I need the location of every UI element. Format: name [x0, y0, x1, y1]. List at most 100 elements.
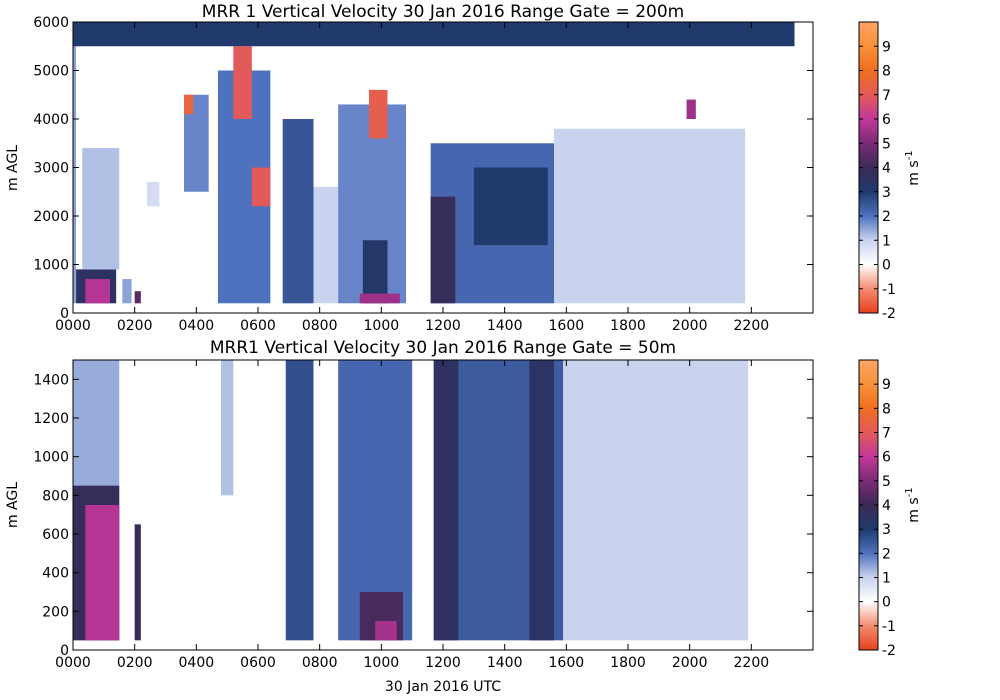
y-tick-label: 200: [42, 604, 69, 620]
heatmap-cell: [473, 167, 548, 246]
colorbar-tick-label: 3: [882, 185, 891, 201]
heatmap-cell: [233, 46, 252, 119]
bottom-colorbar-label: m s-1: [904, 487, 922, 522]
y-tick-label: 4000: [33, 112, 69, 128]
colorbar-tick-label: -1: [882, 619, 896, 635]
y-tick-label: 1400: [33, 372, 69, 388]
x-tick-label: 0200: [117, 655, 153, 671]
x-tick-label: 1800: [610, 655, 646, 671]
top-heatmap-panel: MRR 1 Vertical Velocity 30 Jan 2016 Rang…: [5, 2, 922, 334]
heatmap-cell: [313, 186, 339, 304]
heatmap-cell: [430, 196, 456, 304]
x-tick-label: 1400: [487, 318, 523, 334]
x-tick-label: 1600: [549, 655, 585, 671]
heatmap-cell: [73, 22, 77, 304]
y-tick-label: 800: [42, 488, 69, 504]
x-tick-label: 1200: [425, 655, 461, 671]
x-tick-label: 0800: [302, 655, 338, 671]
colorbar-tick-label: 9: [882, 39, 891, 55]
colorbar-tick-label: 0: [882, 595, 891, 611]
colorbar-tick-label: 7: [882, 426, 891, 442]
y-tick-label: 0: [60, 643, 69, 659]
bottom-colorbar-ticks: -2 -1 0 1 2 3 4 5 6 7 8 9: [859, 377, 896, 659]
colorbar-tick-label: 1: [882, 233, 891, 249]
heatmap-cell: [369, 89, 388, 139]
y-tick-label: 0: [60, 306, 69, 322]
colorbar-tick-label: 9: [882, 377, 891, 393]
heatmap-cell: [134, 291, 141, 304]
y-tick-label: 1200: [33, 411, 69, 427]
heatmap-cell: [375, 621, 397, 641]
x-tick-label: 1600: [549, 318, 585, 334]
heatmap-cell: [285, 360, 314, 641]
heatmap-cell: [563, 360, 749, 641]
x-tick-label: 0200: [117, 318, 153, 334]
y-tick-label: 1000: [33, 450, 69, 466]
top-x-ticks: 0000 0200 0400 0600 0800 1000 1200 1400 1600 1800…: [55, 22, 769, 334]
colorbar-tick-label: -1: [882, 282, 896, 298]
top-colorbar-label: m s-1: [904, 150, 922, 185]
heatmap-cell: [134, 524, 141, 641]
heatmap-cell: [85, 279, 110, 304]
heatmap-cell: [362, 240, 388, 304]
heatmap-cell: [359, 293, 400, 304]
colorbar-tick-label: 2: [882, 546, 891, 562]
colorbar-tick-label: 6: [882, 112, 891, 128]
heatmap-cell: [147, 182, 160, 207]
x-tick-label: 1000: [364, 655, 400, 671]
top-heatmap-cells: [73, 22, 795, 304]
x-tick-label: 1000: [364, 318, 400, 334]
y-tick-label: 3000: [33, 161, 69, 177]
colorbar-tick-label: 1: [882, 571, 891, 587]
colorbar-tick-label: 7: [882, 88, 891, 104]
colorbar-tick-label: -2: [882, 306, 896, 322]
bottom-heatmap-panel: MRR1 Vertical Velocity 30 Jan 2016 Range…: [5, 338, 922, 695]
y-tick-label: 2000: [33, 209, 69, 225]
heatmap-cell: [221, 360, 234, 496]
heatmap-cell: [529, 360, 554, 641]
colorbar-tick-label: -2: [882, 643, 896, 659]
bottom-heatmap-cells: [73, 360, 749, 641]
x-tick-label: 0400: [179, 318, 215, 334]
x-tick-label: 1800: [610, 318, 646, 334]
bottom-y-axis-label: m AGL: [5, 482, 21, 528]
y-tick-label: 400: [42, 566, 69, 582]
y-tick-label: 6000: [33, 15, 69, 31]
heatmap-cell: [282, 119, 314, 304]
x-tick-label: 0600: [240, 318, 276, 334]
top-y-axis-label: m AGL: [5, 145, 21, 191]
x-tick-label: 0000: [55, 655, 91, 671]
x-tick-label: 2200: [734, 655, 770, 671]
y-tick-label: 5000: [33, 64, 69, 80]
colorbar-tick-label: 3: [882, 522, 891, 538]
heatmap-cell: [73, 22, 795, 47]
y-tick-label: 600: [42, 527, 69, 543]
x-tick-label: 2000: [672, 318, 708, 334]
x-tick-label: 0000: [55, 318, 91, 334]
bottom-chart-title: MRR1 Vertical Velocity 30 Jan 2016 Range…: [210, 338, 676, 358]
colorbar-tick-label: 6: [882, 450, 891, 466]
colorbar-tick-label: 5: [882, 136, 891, 152]
x-tick-label: 0400: [179, 655, 215, 671]
colorbar-tick-label: 0: [882, 258, 891, 274]
heatmap-cell: [184, 94, 194, 115]
colorbar-tick-label: 4: [882, 498, 891, 514]
colorbar-tick-label: 8: [882, 64, 891, 80]
heatmap-cell: [686, 99, 696, 119]
top-colorbar-ticks: -2 -1 0 1 2 3 4 5 6 7 8 9: [859, 39, 896, 322]
bottom-y-ticks: 0 200 400 600 800 1000 1200 1400: [33, 372, 813, 659]
x-tick-label: 0600: [240, 655, 276, 671]
x-tick-label: 1400: [487, 655, 523, 671]
top-y-ticks: 0 1000 2000 3000 4000 5000 6000: [33, 15, 813, 322]
x-tick-label: 0800: [302, 318, 338, 334]
heatmap-cell: [433, 360, 459, 641]
bottom-x-ticks: 0000 0200 0400 0600 0800 1000 1200 1400 1600 1800…: [55, 360, 769, 671]
y-tick-label: 1000: [33, 258, 69, 274]
top-chart-title: MRR 1 Vertical Velocity 30 Jan 2016 Rang…: [202, 2, 684, 22]
heatmap-cell: [251, 167, 271, 207]
colorbar-tick-label: 5: [882, 474, 891, 490]
colorbar-tick-label: 8: [882, 401, 891, 417]
x-tick-label: 2000: [672, 655, 708, 671]
colorbar-tick-label: 4: [882, 161, 891, 177]
